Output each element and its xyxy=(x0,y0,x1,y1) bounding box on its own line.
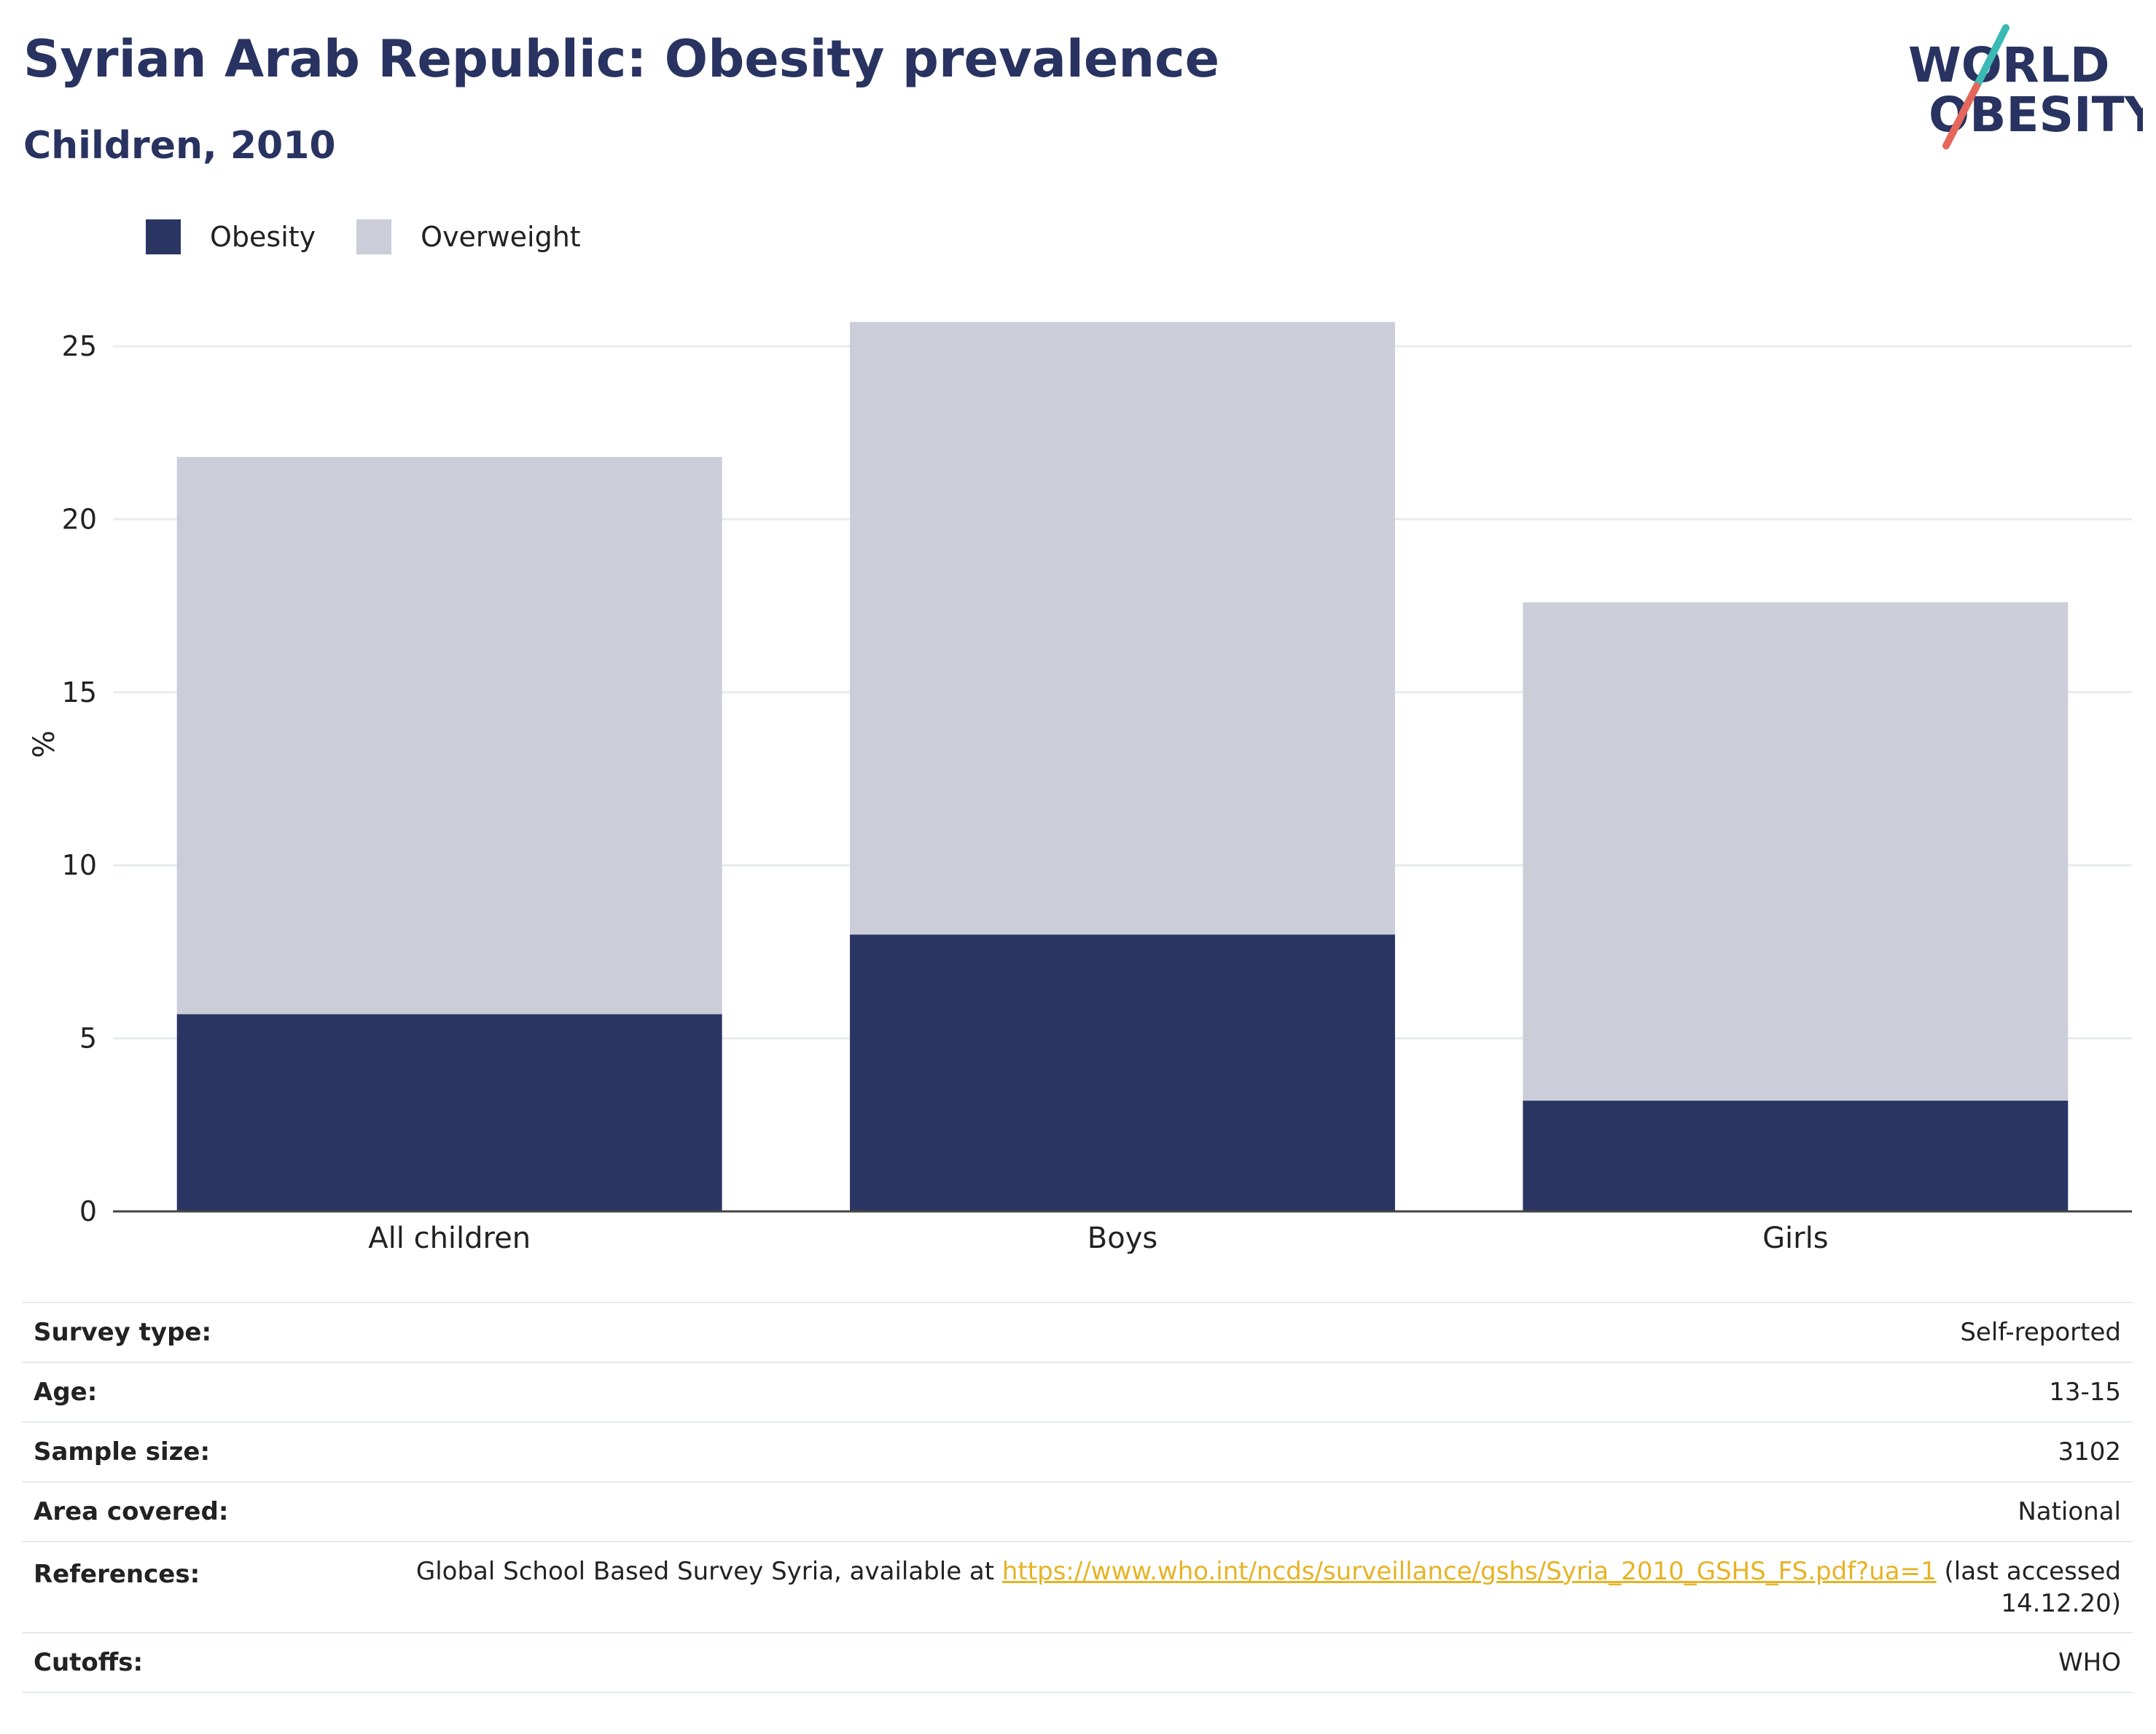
bar-chart: 0 5 10 15 20 25% All children Boys Girls xyxy=(28,321,2132,1254)
table-row: References: Global School Based Survey S… xyxy=(22,1542,2133,1633)
legend-label-obesity: Obesity xyxy=(210,221,316,253)
reference-link[interactable]: https://www.who.int/ncds/surveillance/gs… xyxy=(1001,1556,1937,1586)
reference-note: (last accessed 14.12.20) xyxy=(1936,1556,2121,1618)
bar-overweight-boys xyxy=(850,321,1395,935)
info-key: Sample size: xyxy=(22,1422,351,1483)
info-key: Cutoffs: xyxy=(22,1633,351,1693)
bar-overweight-girls xyxy=(1523,602,2069,1101)
y-tick-label: 15 xyxy=(62,676,97,708)
y-tick-label: 0 xyxy=(79,1195,97,1227)
info-value: Self-reported xyxy=(351,1302,2133,1363)
y-axis-label: % xyxy=(28,730,61,758)
bar-overweight-all-children xyxy=(176,456,722,1015)
info-key: References: xyxy=(22,1542,351,1633)
y-tick-label: 25 xyxy=(62,330,97,362)
info-value: National xyxy=(351,1482,2133,1542)
legend-item-obesity[interactable]: Obesity xyxy=(146,219,316,254)
legend-label-overweight: Overweight xyxy=(421,221,581,253)
info-value: 13-15 xyxy=(351,1362,2133,1423)
logo-line1: WORLD xyxy=(1908,37,2110,93)
bar-obesity-boys xyxy=(850,934,1395,1211)
legend-swatch-obesity xyxy=(146,219,181,254)
chart-legend: Obesity Overweight xyxy=(146,211,622,262)
logo-slash-coral xyxy=(1942,82,1980,149)
table-row: Survey type: Self-reported xyxy=(22,1302,2133,1363)
y-tick-label: 10 xyxy=(62,849,97,881)
y-tick-label: 5 xyxy=(79,1023,97,1055)
y-tick-label: 20 xyxy=(62,503,97,535)
table-row: Age: 13-15 xyxy=(22,1362,2133,1423)
info-key: Area covered: xyxy=(22,1482,351,1542)
logo-slash-teal xyxy=(1973,24,2009,90)
info-key: Age: xyxy=(22,1362,351,1423)
table-row: Cutoffs: WHO xyxy=(22,1633,2133,1693)
survey-info-table: Survey type: Self-reported Age: 13-15 Sa… xyxy=(22,1302,2133,1693)
bar-obesity-all-children xyxy=(176,1014,722,1211)
bar-obesity-girls xyxy=(1523,1101,2069,1211)
legend-item-overweight[interactable]: Overweight xyxy=(356,219,581,254)
info-value: WHO xyxy=(351,1633,2133,1693)
x-tick-label: All children xyxy=(368,1222,531,1254)
info-value: 3102 xyxy=(351,1422,2133,1483)
page-subtitle: Children, 2010 xyxy=(23,124,336,168)
reference-text: Global School Based Survey Syria, availa… xyxy=(415,1556,1002,1586)
world-obesity-logo: WORLD OBESITY xyxy=(1908,24,2143,149)
info-value: Global School Based Survey Syria, availa… xyxy=(351,1542,2133,1633)
table-row: Sample size: 3102 xyxy=(22,1422,2133,1483)
page-title: Syrian Arab Republic: Obesity prevalence xyxy=(23,29,1220,89)
info-key: Survey type: xyxy=(22,1302,351,1363)
legend-swatch-overweight xyxy=(356,219,392,254)
x-tick-label: Girls xyxy=(1762,1222,1829,1254)
table-row: Area covered: National xyxy=(22,1482,2133,1542)
x-tick-label: Boys xyxy=(1087,1222,1157,1254)
